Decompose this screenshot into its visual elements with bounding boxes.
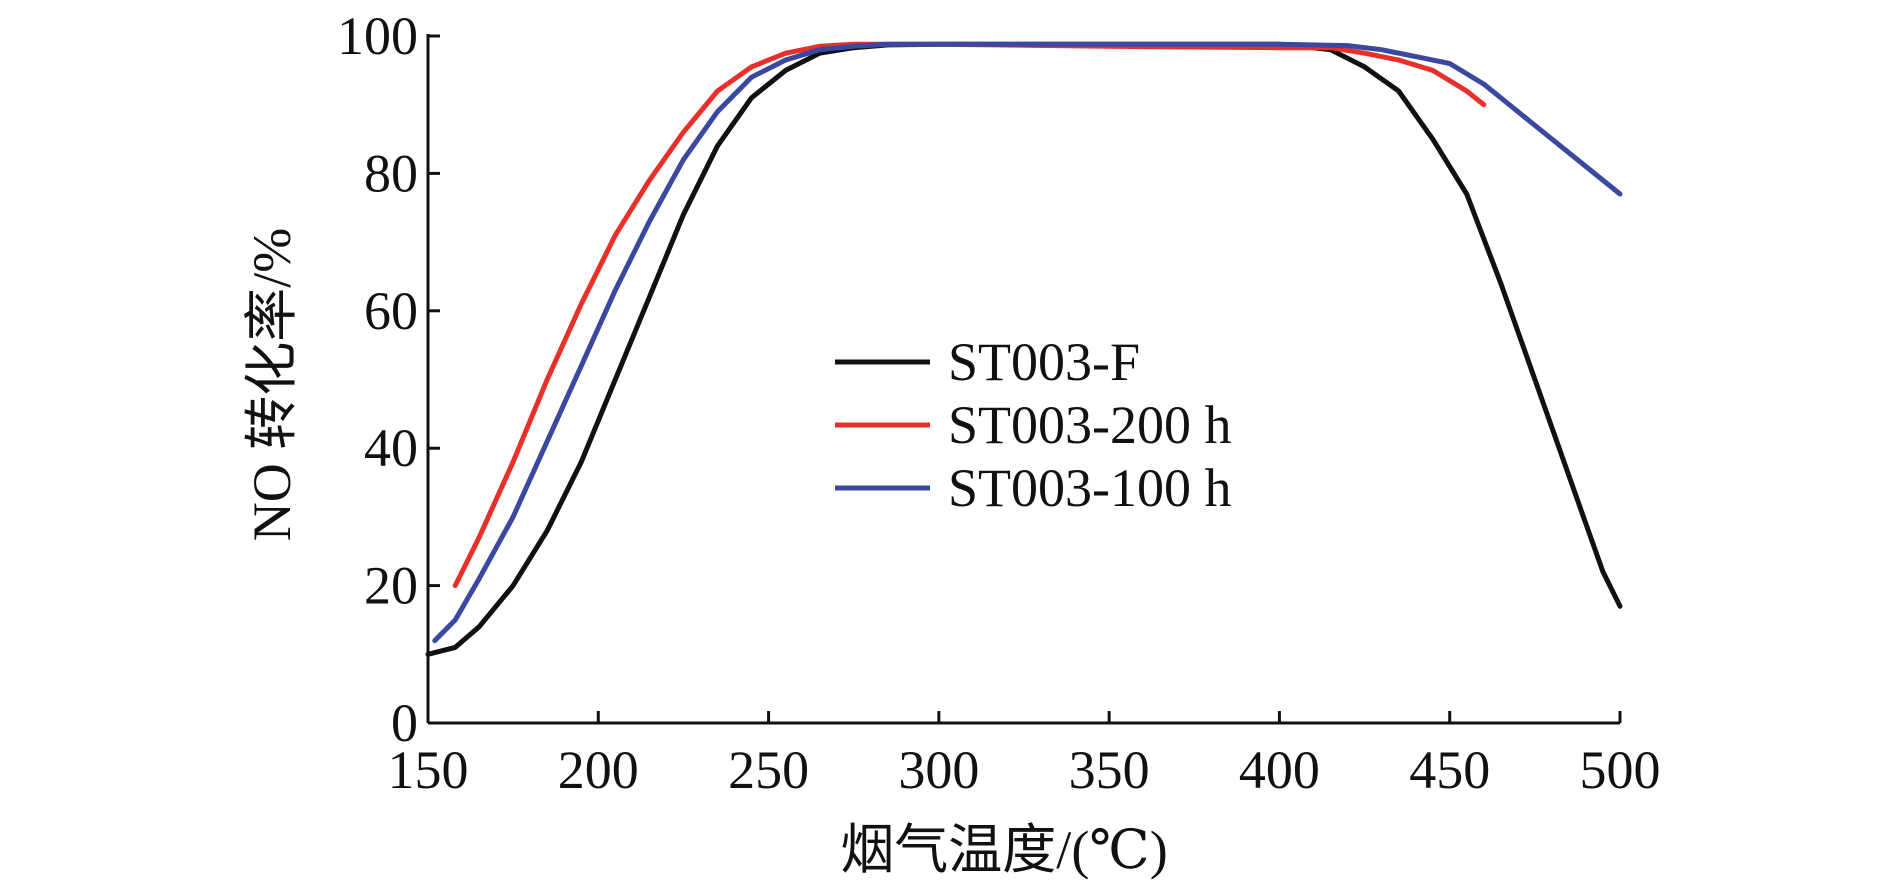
x-tick-label: 250	[728, 740, 809, 800]
x-tick-label: 200	[558, 740, 639, 800]
x-tick-label: 300	[898, 740, 979, 800]
y-ticks: 0 20 40 60 80 100	[337, 6, 440, 753]
series-line-1	[452, 41, 1487, 589]
axes	[426, 34, 1620, 725]
y-axis-title: NO 转化率/%	[242, 228, 302, 541]
y-tick-label: 60	[364, 281, 418, 341]
legend-label-2: ST003-100 h	[948, 458, 1232, 518]
x-axis-title: 烟气温度/(℃)	[840, 820, 1167, 880]
y-tick-label: 80	[364, 143, 418, 203]
y-tick-label: 0	[391, 693, 418, 753]
x-tick-label: 400	[1239, 740, 1320, 800]
series-line-2	[432, 41, 1623, 644]
x-tick-label: 350	[1069, 740, 1150, 800]
x-tick-label: 450	[1409, 740, 1490, 800]
x-tick-label: 150	[388, 740, 469, 800]
legend-label-1: ST003-200 h	[948, 395, 1232, 455]
y-tick-label: 100	[337, 6, 418, 66]
x-tick-label: 500	[1580, 740, 1661, 800]
legend-label-0: ST003-F	[948, 332, 1140, 392]
series-lines	[425, 41, 1623, 657]
x-ticks: 150 200 250 300 350 400 450 500	[388, 711, 1661, 800]
y-tick-label: 20	[364, 556, 418, 616]
y-tick-label: 40	[364, 418, 418, 478]
